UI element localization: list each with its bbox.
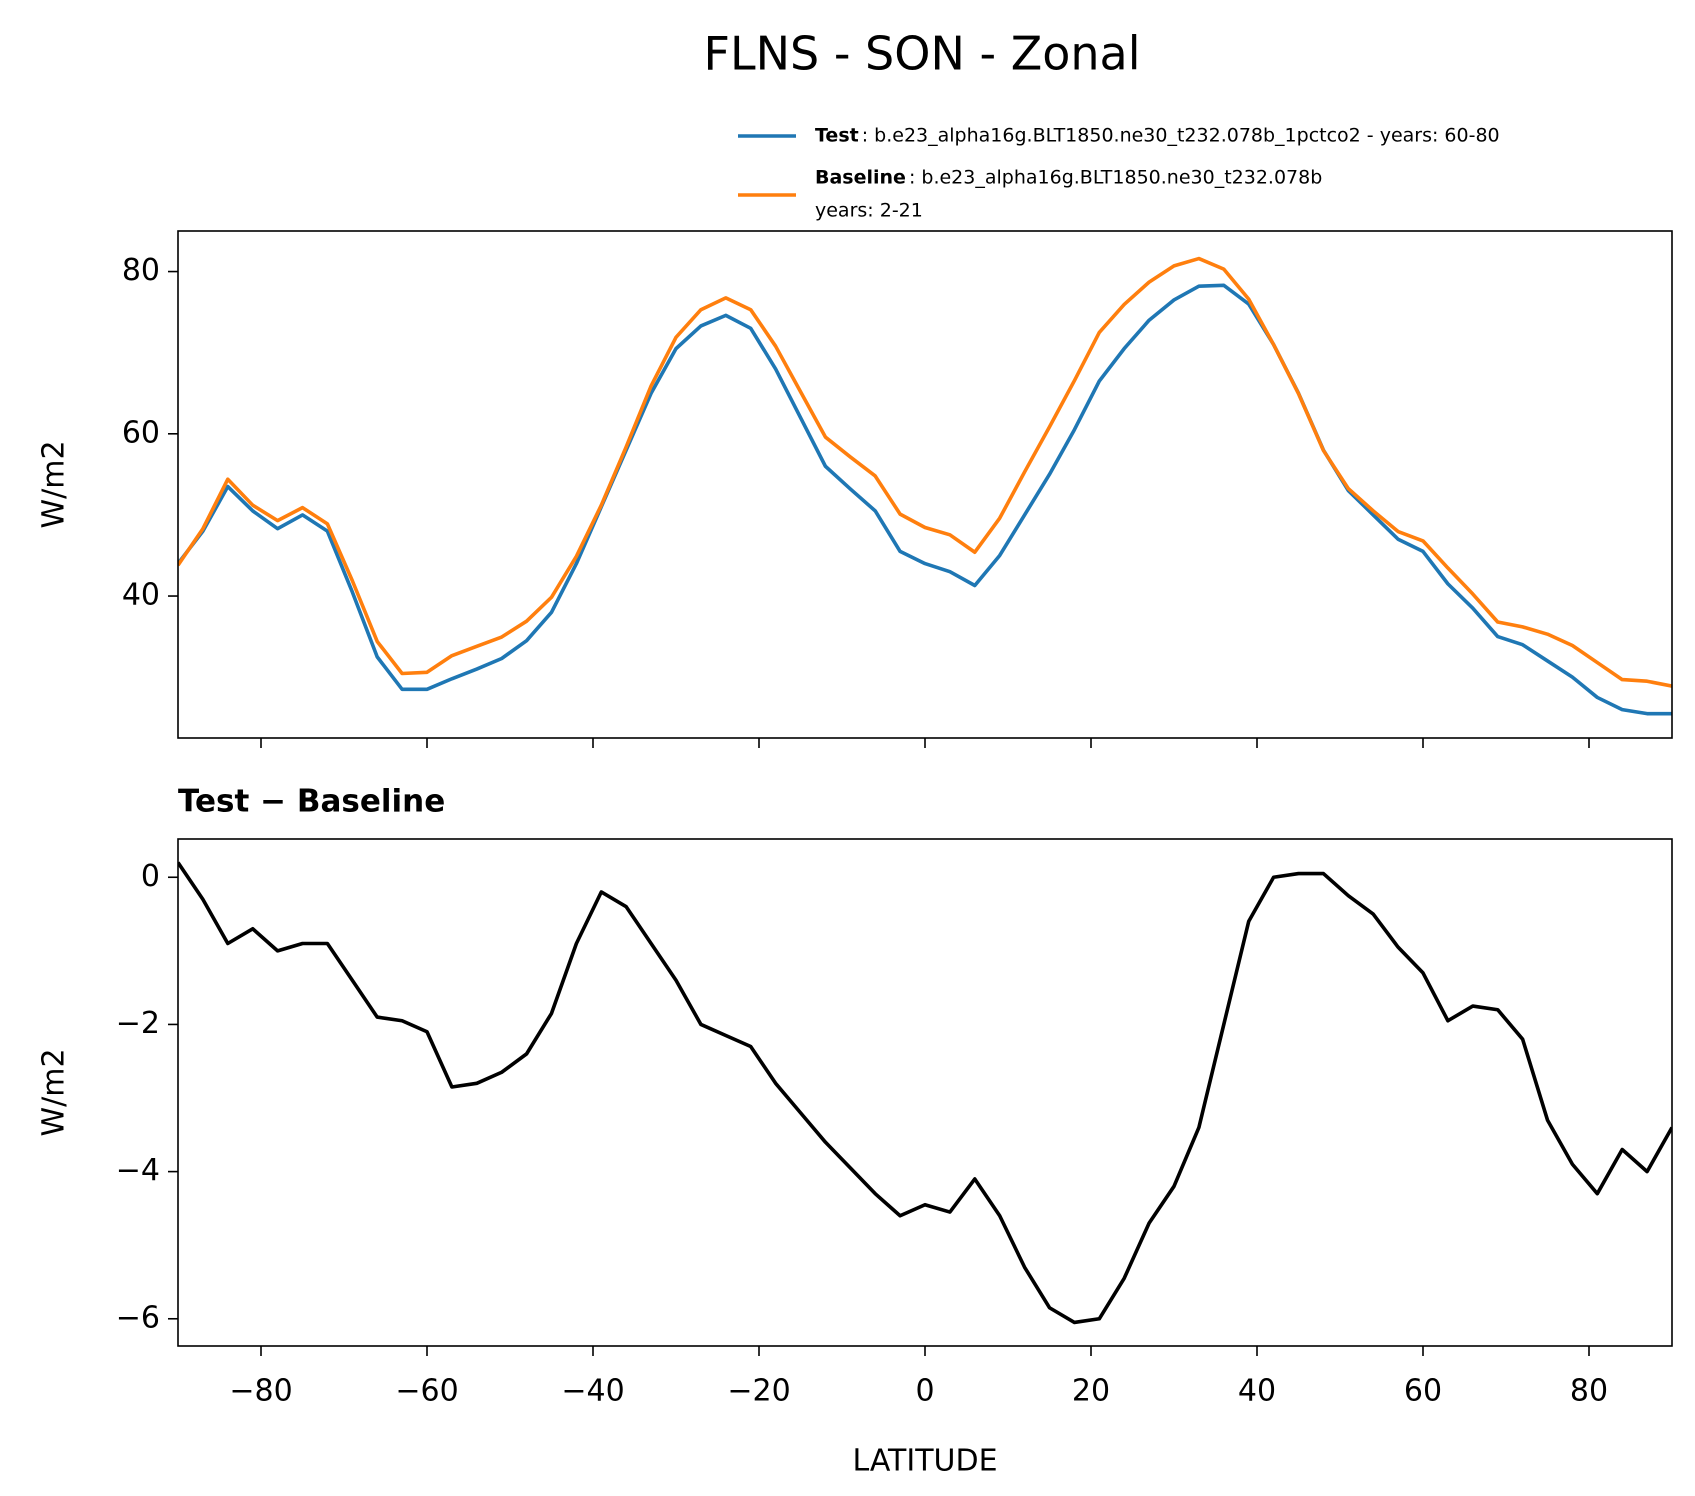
data-line <box>178 283 1672 716</box>
y-tick-label: 0 <box>141 859 160 894</box>
figure-title: FLNS - SON - Zonal <box>704 27 1141 81</box>
x-tick-label: −20 <box>727 1374 790 1409</box>
x-tick-label: 20 <box>1072 1374 1110 1409</box>
x-tick-label: 0 <box>915 1374 934 1409</box>
y-tick-label: −2 <box>116 1006 160 1041</box>
data-line <box>178 861 1672 1325</box>
y-tick-label: −6 <box>116 1300 160 1335</box>
legend-label: : b.e23_alpha16g.BLT1850.ne30_t232.078b <box>909 167 1322 189</box>
y-axis-label: W/m2 <box>37 1048 72 1136</box>
subplot-title: Test − Baseline <box>178 784 445 820</box>
data-line <box>178 256 1672 688</box>
x-tick-label: −80 <box>229 1374 292 1409</box>
y-tick-label: −4 <box>116 1153 160 1188</box>
y-tick-label: 60 <box>122 415 160 450</box>
x-tick-label: −40 <box>561 1374 624 1409</box>
axes-frame <box>177 230 1673 739</box>
y-tick-label: 40 <box>122 578 160 613</box>
x-axis-label: LATITUDE <box>852 1444 997 1479</box>
x-tick-label: −60 <box>395 1374 458 1409</box>
axes-frame <box>177 838 1673 1347</box>
x-tick-label: 60 <box>1404 1374 1442 1409</box>
x-tick-label: 40 <box>1238 1374 1276 1409</box>
legend-name: Test <box>815 125 859 147</box>
y-tick-label: 80 <box>122 253 160 288</box>
x-tick-label: 80 <box>1570 1374 1608 1409</box>
legend-label: : b.e23_alpha16g.BLT1850.ne30_t232.078b_… <box>862 125 1500 147</box>
legend-label: years: 2-21 <box>815 200 923 222</box>
legend-name: Baseline <box>815 167 906 189</box>
y-axis-label: W/m2 <box>37 440 72 528</box>
